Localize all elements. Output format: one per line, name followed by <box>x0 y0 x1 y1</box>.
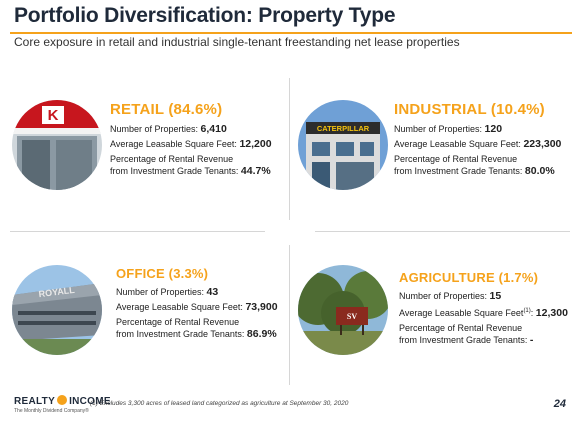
industrial-block: INDUSTRIAL (10.4%) Number of Properties:… <box>394 101 572 181</box>
office-sqft: Average Leasable Square Feet: 73,900 <box>116 301 278 313</box>
page-subtitle: Core exposure in retail and industrial s… <box>14 35 460 49</box>
office-ig: from Investment Grade Tenants: 86.9% <box>116 328 277 340</box>
horizontal-divider-right <box>315 231 570 232</box>
industrial-heading: INDUSTRIAL (10.4%) <box>394 101 545 118</box>
office-photo: ROYALL <box>12 265 102 355</box>
retail-sqft: Average Leasable Square Feet: 12,200 <box>110 138 272 150</box>
footnote: (1) Excludes 3,300 acres of leased land … <box>90 400 349 407</box>
retail-ig: from Investment Grade Tenants: 44.7% <box>110 165 271 177</box>
agriculture-sign-text: SV <box>347 312 357 321</box>
industrial-ig-label: Percentage of Rental Revenue <box>394 154 518 164</box>
page-title: Portfolio Diversification: Property Type <box>14 4 396 27</box>
horizontal-divider-left <box>10 231 265 232</box>
agriculture-heading: AGRICULTURE (1.7%) <box>399 270 539 285</box>
agriculture-photo: SV <box>298 265 388 355</box>
vertical-divider-bottom <box>289 245 290 385</box>
agriculture-properties: Number of Properties: 15 <box>399 290 502 302</box>
logo-tagline: The Monthly Dividend Company® <box>14 408 89 414</box>
retail-ig-label: Percentage of Rental Revenue <box>110 154 234 164</box>
office-block: OFFICE (3.3%) Number of Properties: 43 A… <box>116 266 286 344</box>
title-accent-line <box>10 32 572 34</box>
agriculture-block: AGRICULTURE (1.7%) Number of Properties:… <box>399 270 574 350</box>
office-heading: OFFICE (3.3%) <box>116 266 209 281</box>
office-properties: Number of Properties: 43 <box>116 286 219 298</box>
industrial-properties: Number of Properties: 120 <box>394 123 503 135</box>
agriculture-ig-label: Percentage of Rental Revenue <box>399 323 523 333</box>
industrial-sqft: Average Leasable Square Feet: 223,300 <box>394 138 562 150</box>
page-number: 24 <box>553 398 566 410</box>
office-sign-text: ROYALL <box>38 285 76 299</box>
office-ig-label: Percentage of Rental Revenue <box>116 317 240 327</box>
retail-block: RETAIL (84.6%) Number of Properties: 6,4… <box>110 101 280 181</box>
retail-properties: Number of Properties: 6,410 <box>110 123 227 135</box>
retail-photo: K <box>12 100 102 190</box>
industrial-photo: CATERPILLAR <box>298 100 388 190</box>
vertical-divider-top <box>289 78 290 220</box>
industrial-ig: from Investment Grade Tenants: 80.0% <box>394 165 555 177</box>
logo-sun-icon <box>57 395 68 405</box>
retail-sign-text: K <box>48 107 59 124</box>
company-logo: REALTY INCOME The Monthly Dividend Compan… <box>14 395 111 414</box>
retail-heading: RETAIL (84.6%) <box>110 101 223 118</box>
agriculture-ig: from Investment Grade Tenants: - <box>399 334 534 346</box>
agriculture-sqft: Average Leasable Square Feet: Average Le… <box>399 307 568 319</box>
industrial-sign-text: CATERPILLAR <box>317 124 370 133</box>
